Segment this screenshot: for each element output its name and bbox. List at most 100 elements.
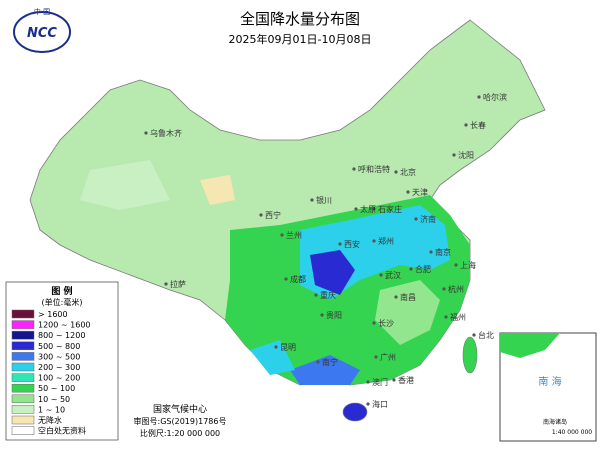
logo-abbr: NCC [27, 26, 57, 41]
city-label: 沈阳 [458, 150, 474, 160]
footer-org: 国家气候中心 [153, 403, 207, 415]
legend-swatch [11, 341, 35, 351]
city-dot [372, 207, 376, 211]
city-label: 西宁 [265, 210, 281, 220]
city-label: 海口 [372, 399, 388, 409]
city-dot [414, 217, 418, 221]
city-label: 长沙 [378, 318, 394, 328]
legend-swatch [11, 320, 35, 329]
title: 全国降水量分布图 [240, 10, 360, 28]
city-dot [366, 402, 370, 406]
city-label: 呼和浩特 [358, 164, 390, 174]
city-label: 重庆 [320, 290, 336, 300]
city-dot [372, 321, 376, 325]
legend-swatch [11, 373, 35, 382]
city-dot [316, 360, 320, 364]
city-dot [477, 95, 481, 99]
city-dot [352, 167, 356, 171]
china-map [29, 19, 546, 422]
city-dot [472, 333, 476, 337]
legend-label: 200 ~ 300 [38, 363, 80, 372]
legend-swatch [11, 394, 35, 404]
city-label: 北京 [400, 167, 416, 177]
city-label: 乌鲁木齐 [150, 128, 182, 138]
city-dot [338, 242, 342, 246]
inset-islands: 南海诸岛 [543, 418, 567, 426]
legend-label: 500 ~ 800 [38, 342, 80, 351]
inset-sea: 南 海 [538, 375, 561, 388]
legend-label: > 1600 [38, 310, 68, 319]
legend-label: 800 ~ 1200 [38, 331, 85, 340]
city-dot [442, 287, 446, 291]
city-label: 南京 [435, 247, 451, 257]
city-dot [320, 313, 324, 317]
city-label: 澳门 [372, 377, 388, 387]
logo-top: 中 国 [34, 7, 50, 16]
legend-swatch [11, 415, 35, 425]
legend-label: 50 ~ 100 [38, 384, 75, 393]
legend-label: 300 ~ 500 [38, 352, 80, 361]
city-dot [409, 267, 413, 271]
legend-swatch [11, 330, 35, 340]
city-label: 郑州 [378, 236, 394, 246]
city-dot [454, 263, 458, 267]
city-label: 长春 [470, 120, 486, 130]
city-dot [429, 250, 433, 254]
legend-label: 10 ~ 50 [38, 395, 70, 404]
footer-scale: 比例尺:1:20 000 000 [140, 428, 220, 438]
legend-swatch [11, 362, 35, 372]
city-dot [464, 123, 468, 127]
city-dot [284, 277, 288, 281]
city-dot [366, 380, 370, 384]
city-label: 贵阳 [326, 310, 342, 320]
city-label: 太原 [360, 204, 376, 214]
legend-label: 1 ~ 10 [38, 405, 65, 414]
legend-unit: (单位:毫米) [42, 297, 83, 307]
footer: 国家气候中心 审图号:GS(2019)1786号 比例尺:1:20 000 00… [134, 403, 227, 438]
city-label: 杭州 [448, 284, 464, 294]
city-dot [394, 295, 398, 299]
city-label: 兰州 [286, 230, 302, 240]
legend-label: 无降水 [38, 415, 62, 425]
city-label: 昆明 [280, 343, 296, 352]
legend-title: 图 例 [51, 285, 72, 297]
city-label: 武汉 [385, 270, 401, 280]
city-dot [354, 207, 358, 211]
city-dot [144, 131, 148, 135]
city-label: 济南 [420, 214, 436, 224]
city-dot [444, 315, 448, 319]
inset-scale: 1:40 000 000 [552, 429, 592, 436]
city-dot [164, 282, 168, 286]
legend-swatch [11, 383, 35, 393]
city-dot [310, 198, 314, 202]
city-label: 香港 [398, 375, 414, 385]
city-dot [274, 345, 278, 349]
city-label: 拉萨 [170, 279, 186, 289]
legend-swatch [11, 426, 35, 435]
city-label: 合肥 [415, 264, 431, 274]
legend-swatch [11, 352, 35, 361]
legend-label: 空白处无资料 [38, 426, 86, 436]
city-dot [379, 273, 383, 277]
south-sea-inset: 南 海 南海诸岛 1:40 000 000 [499, 332, 597, 442]
subtitle: 2025年09月01日-10月08日 [229, 32, 372, 46]
legend-label: 1200 ~ 1600 [38, 321, 91, 330]
logo: 中 国 NCC [13, 7, 71, 53]
city-label: 西安 [344, 239, 360, 249]
city-label: 哈尔滨 [483, 92, 507, 102]
city-dot [452, 153, 456, 157]
city-dot [372, 239, 376, 243]
city-dot [392, 378, 396, 382]
city-label: 广州 [380, 352, 396, 362]
city-label: 成都 [290, 274, 306, 284]
city-label: 南昌 [400, 292, 416, 302]
city-dot [259, 213, 263, 217]
legend-swatch [11, 405, 35, 414]
city-label: 石家庄 [378, 204, 402, 214]
legend-label: 100 ~ 200 [38, 374, 80, 383]
legend-swatch [11, 309, 35, 319]
city-dot [394, 170, 398, 174]
